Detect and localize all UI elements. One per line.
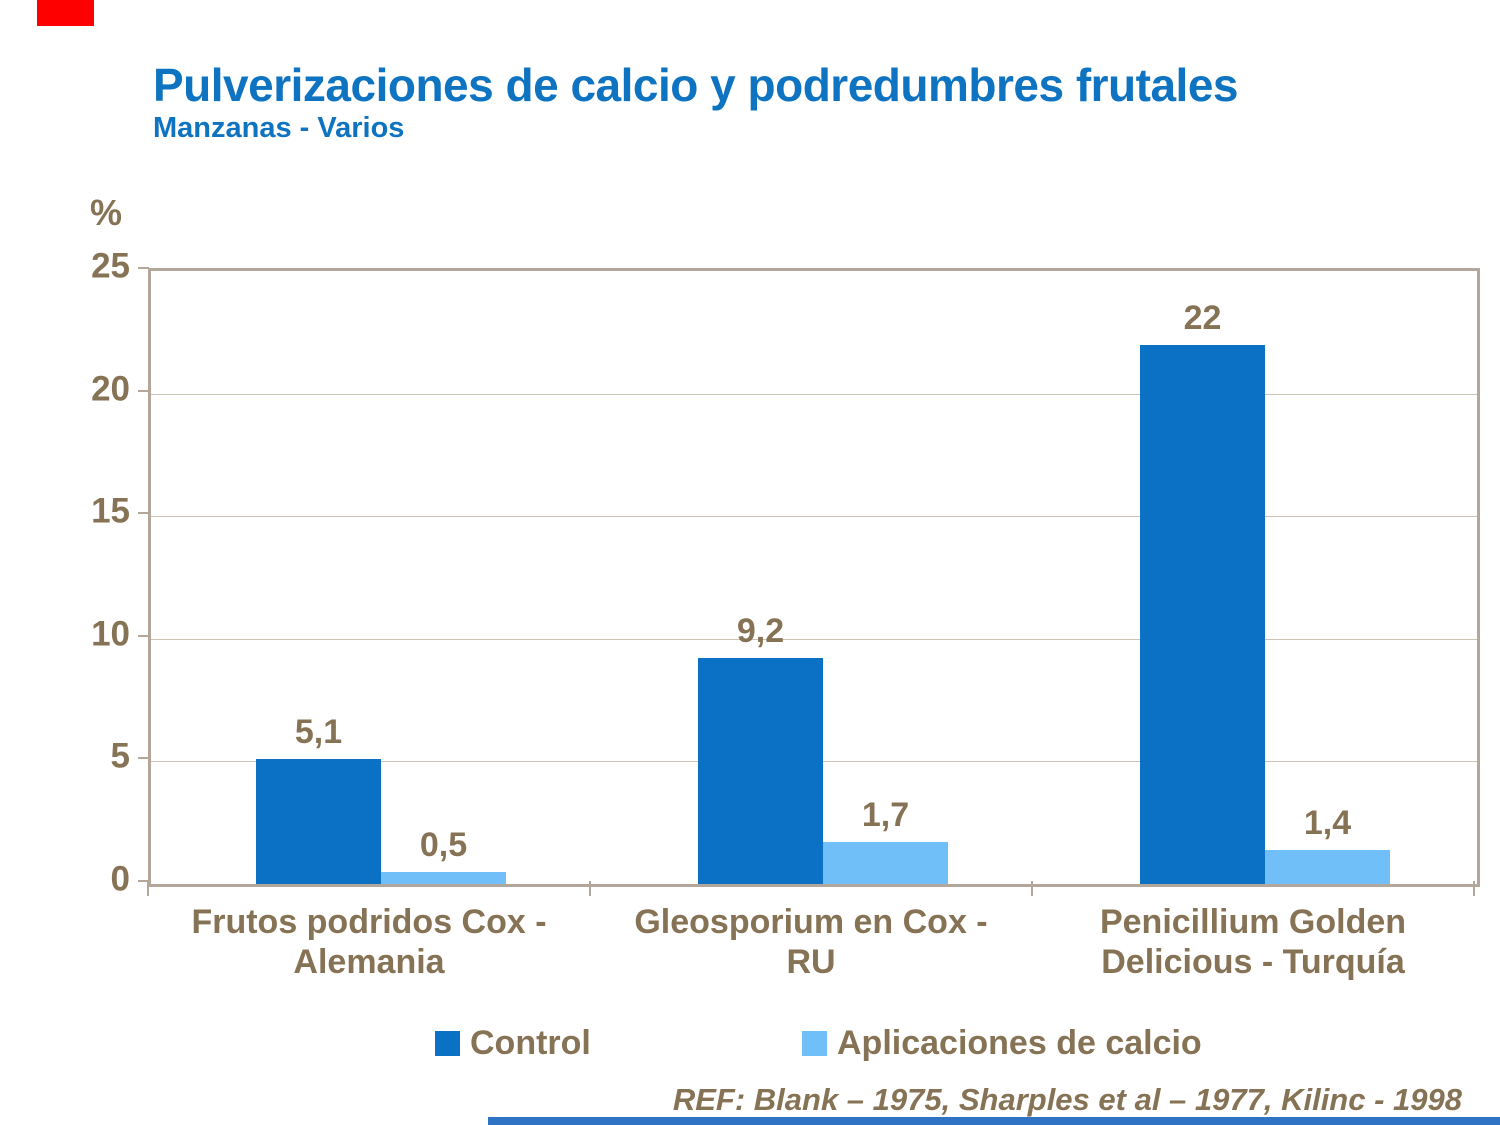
bar-calcium-1	[823, 842, 948, 884]
y-tick-label-5: 5	[110, 736, 130, 776]
bar-value-label: 1,7	[861, 796, 910, 835]
legend-label: Aplicaciones de calcio	[837, 1024, 1202, 1062]
bar-control-2	[1140, 344, 1265, 884]
bar-control-0	[256, 758, 381, 884]
gridline-15	[151, 516, 1477, 518]
bar-control-1	[698, 658, 823, 884]
bar-value-label: 1,4	[1303, 803, 1352, 842]
legend-swatch-icon	[802, 1031, 827, 1056]
blue-footer-strip	[488, 1117, 1500, 1125]
red-accent-bar	[37, 0, 94, 26]
y-tick-label-0: 0	[110, 859, 130, 899]
bar-value-label: 0,5	[419, 825, 468, 864]
bar-value-label: 5,1	[294, 712, 343, 751]
legend-item-calcium: Aplicaciones de calcio	[802, 1024, 1202, 1063]
category-label-2: Penicillium Golden Delicious - Turquía	[1099, 903, 1407, 981]
gridline-10	[151, 638, 1477, 640]
plot-area: 5,1 0,5 9,2 1,7 22 1,4	[148, 268, 1480, 887]
bar-value-label: 9,2	[736, 612, 785, 651]
y-tick-mark	[138, 389, 149, 392]
y-tick-mark	[138, 512, 149, 515]
gridline-20	[151, 393, 1477, 395]
y-tick-mark	[138, 880, 149, 882]
y-tick-label-25: 25	[91, 246, 130, 286]
y-tick-mark	[138, 634, 149, 637]
y-axis-unit-label: %	[90, 192, 123, 233]
y-tick-label-15: 15	[91, 491, 130, 531]
bar-calcium-2	[1265, 849, 1390, 884]
x-tick-mark	[147, 881, 149, 896]
x-tick-mark	[589, 881, 591, 896]
x-tick-mark	[1031, 881, 1033, 896]
legend-item-control: Control	[435, 1024, 591, 1063]
bar-value-label: 22	[1183, 298, 1222, 337]
legend-label: Control	[470, 1024, 591, 1062]
y-tick-label-10: 10	[91, 614, 130, 654]
page-subtitle: Manzanas - Varios	[153, 112, 405, 144]
page-title: Pulverizaciones de calcio y podredumbres…	[153, 59, 1239, 111]
reference-citation: REF: Blank – 1975, Sharples et al – 1977…	[672, 1082, 1462, 1117]
y-tick-mark	[138, 757, 149, 760]
bar-calcium-0	[381, 871, 506, 884]
x-tick-mark	[1473, 881, 1475, 896]
category-label-0: Frutos podridos Cox - Alemania	[191, 903, 547, 981]
y-tick-label-20: 20	[91, 368, 130, 408]
legend-swatch-icon	[435, 1031, 460, 1056]
category-label-1: Gleosporium en Cox - RU	[634, 903, 988, 981]
y-tick-mark	[138, 267, 149, 269]
